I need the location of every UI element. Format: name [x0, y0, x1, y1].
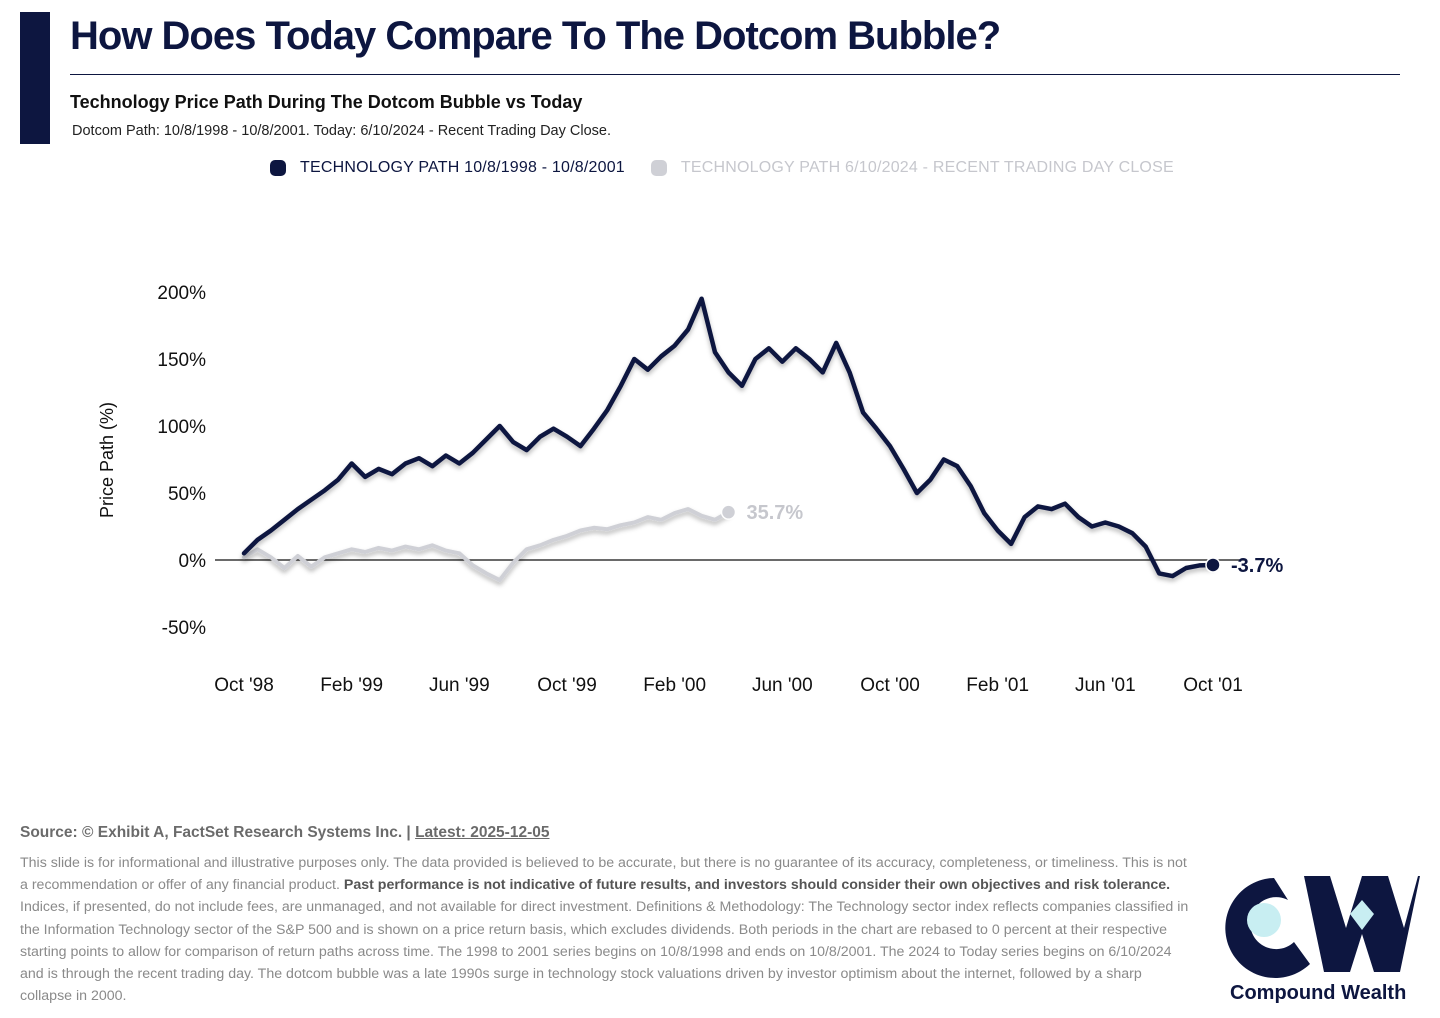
logo-wordmark: Compound Wealth [1230, 982, 1407, 1004]
compound-wealth-logo [1225, 876, 1420, 978]
end-label-today: 35.7% [747, 502, 804, 524]
disclaimer: This slide is for informational and illu… [20, 852, 1195, 1007]
legend-item-dotcom: TECHNOLOGY PATH 10/8/1998 - 10/8/2001 [270, 159, 625, 177]
legend-swatch-dotcom [270, 160, 286, 176]
x-tick-label: Oct '99 [537, 675, 597, 696]
disclaimer-text-2: Indices, if presented, do not include fe… [20, 899, 1189, 1005]
end-label-dotcom: -3.7% [1231, 555, 1283, 577]
accent-bar [20, 12, 50, 144]
source-line: Source: © Exhibit A, FactSet Research Sy… [20, 824, 550, 842]
y-tick-label: 150% [157, 350, 206, 371]
disclaimer-text-1: This slide is for informational and illu… [20, 855, 1187, 894]
legend-swatch-today [650, 160, 667, 176]
series-line-dotcom [241, 296, 1216, 579]
source-text: Source: © Exhibit A, FactSet Research Sy… [20, 824, 416, 841]
page-title: How Does Today Compare To The Dotcom Bub… [70, 14, 1001, 58]
disclaimer-bold: Past performance is not indicative of fu… [343, 877, 1171, 894]
legend-label-today: TECHNOLOGY PATH 6/10/2024 - RECENT TRADI… [680, 159, 1174, 176]
x-tick-label: Feb '00 [643, 675, 706, 696]
chart-legend: TECHNOLOGY PATH 10/8/1998 - 10/8/2001 TE… [270, 159, 1174, 177]
y-axis-label: Price Path (%) [97, 402, 117, 518]
y-tick-label: -50% [162, 618, 206, 639]
latest-date-link[interactable]: Latest: 2025-12-05 [415, 824, 550, 841]
x-tick-label: Jun '00 [752, 675, 813, 696]
x-tick-label: Oct '01 [1183, 675, 1243, 696]
x-tick-label: Feb '99 [320, 675, 383, 696]
x-tick-label: Oct '00 [860, 675, 920, 696]
y-tick-label: 50% [168, 484, 206, 505]
title-divider [70, 74, 1400, 75]
end-point-today [720, 504, 737, 520]
x-tick-label: Jun '01 [1075, 675, 1136, 696]
x-tick-label: Oct '98 [214, 675, 274, 696]
chart-subtitle: Technology Price Path During The Dotcom … [70, 92, 583, 112]
y-tick-label: 200% [157, 283, 206, 304]
price-path-chart: 200% 150% 100% 50% 0% -50% Oct '98 Feb '99 Jun '… [97, 283, 1283, 696]
x-tick-label: Jun '99 [429, 675, 490, 696]
chart-caption: Dotcom Path: 10/8/1998 - 10/8/2001. Toda… [72, 123, 611, 139]
legend-label-dotcom: TECHNOLOGY PATH 10/8/1998 - 10/8/2001 [300, 159, 625, 176]
x-tick-label: Feb '01 [966, 675, 1029, 696]
end-point-dotcom [1205, 557, 1221, 573]
series-line-today [242, 507, 731, 583]
y-tick-label: 100% [157, 417, 206, 438]
legend-item-today: TECHNOLOGY PATH 6/10/2024 - RECENT TRADI… [650, 159, 1174, 177]
y-tick-label: 0% [179, 551, 207, 572]
